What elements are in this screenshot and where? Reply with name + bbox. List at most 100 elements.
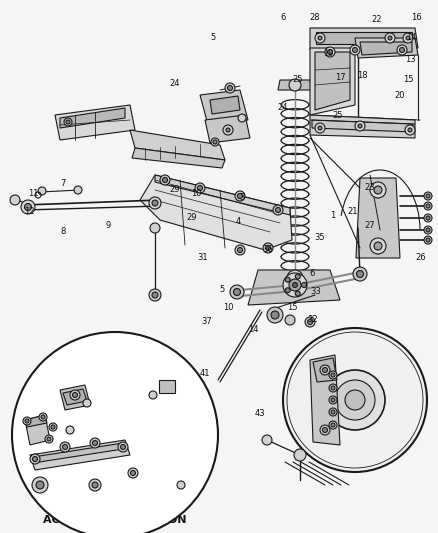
Circle shape — [370, 238, 386, 254]
Circle shape — [41, 415, 45, 419]
Circle shape — [289, 79, 301, 91]
Circle shape — [225, 83, 235, 93]
Circle shape — [305, 317, 315, 327]
Text: 35: 35 — [314, 232, 325, 241]
Circle shape — [267, 307, 283, 323]
Polygon shape — [200, 90, 248, 125]
Circle shape — [89, 479, 101, 491]
Text: 27: 27 — [365, 222, 375, 230]
Circle shape — [329, 371, 337, 379]
Circle shape — [397, 45, 407, 55]
Circle shape — [289, 279, 301, 291]
Polygon shape — [315, 52, 350, 110]
Circle shape — [426, 216, 430, 220]
Circle shape — [322, 427, 328, 432]
Circle shape — [320, 425, 330, 435]
Circle shape — [328, 50, 332, 54]
Text: 31: 31 — [198, 254, 208, 262]
Circle shape — [426, 194, 430, 198]
Text: 21: 21 — [348, 207, 358, 216]
Circle shape — [315, 123, 325, 133]
Polygon shape — [310, 355, 340, 445]
Circle shape — [263, 243, 273, 253]
Polygon shape — [310, 48, 355, 115]
Circle shape — [283, 328, 427, 472]
Circle shape — [408, 128, 412, 132]
Text: 7: 7 — [60, 179, 66, 188]
Circle shape — [198, 185, 202, 190]
Circle shape — [49, 423, 57, 431]
Circle shape — [353, 47, 357, 52]
Polygon shape — [355, 38, 418, 58]
Polygon shape — [130, 130, 225, 160]
Text: 24: 24 — [278, 103, 288, 112]
Text: 23: 23 — [365, 182, 375, 191]
Circle shape — [357, 271, 364, 278]
Circle shape — [426, 238, 430, 242]
Text: 15: 15 — [287, 303, 297, 311]
Circle shape — [10, 195, 20, 205]
Circle shape — [331, 373, 335, 377]
Circle shape — [331, 423, 335, 427]
Circle shape — [350, 45, 360, 55]
Circle shape — [318, 36, 322, 40]
Circle shape — [73, 392, 78, 398]
Circle shape — [63, 445, 67, 449]
Text: 15: 15 — [403, 76, 413, 85]
Circle shape — [405, 125, 415, 135]
Circle shape — [388, 36, 392, 40]
Circle shape — [60, 442, 70, 452]
Circle shape — [331, 410, 335, 414]
Polygon shape — [316, 32, 412, 44]
Text: 42: 42 — [172, 440, 182, 449]
Circle shape — [47, 437, 51, 441]
Circle shape — [325, 370, 385, 430]
Text: 30: 30 — [332, 373, 343, 382]
Polygon shape — [310, 115, 415, 138]
Circle shape — [74, 186, 82, 194]
Polygon shape — [312, 120, 413, 132]
Circle shape — [38, 187, 46, 195]
Circle shape — [370, 182, 386, 198]
Circle shape — [92, 440, 98, 446]
Circle shape — [353, 267, 367, 281]
Text: 6: 6 — [280, 13, 286, 22]
Text: 25: 25 — [333, 110, 343, 119]
Text: 16: 16 — [411, 12, 421, 21]
Circle shape — [235, 245, 245, 255]
Circle shape — [64, 118, 72, 126]
Circle shape — [287, 270, 303, 286]
Circle shape — [227, 85, 233, 91]
Circle shape — [66, 426, 74, 434]
Text: 3: 3 — [239, 193, 245, 203]
Text: 43: 43 — [254, 408, 265, 417]
Polygon shape — [313, 358, 337, 382]
Text: 19: 19 — [323, 49, 333, 58]
Circle shape — [30, 454, 40, 464]
Circle shape — [195, 183, 205, 193]
Circle shape — [355, 121, 365, 131]
Circle shape — [293, 282, 297, 287]
Text: 29: 29 — [170, 185, 180, 195]
Circle shape — [131, 471, 135, 475]
Text: 37: 37 — [201, 317, 212, 326]
Circle shape — [70, 390, 80, 400]
Circle shape — [374, 242, 382, 250]
Text: 5: 5 — [210, 34, 215, 43]
Circle shape — [283, 273, 307, 297]
Text: ACR  SPECIAL  EDITION: ACR SPECIAL EDITION — [43, 515, 187, 525]
Circle shape — [92, 482, 98, 488]
Circle shape — [307, 319, 312, 325]
Circle shape — [385, 33, 395, 43]
Circle shape — [235, 191, 245, 201]
Circle shape — [329, 421, 337, 429]
Circle shape — [36, 481, 44, 489]
Circle shape — [331, 386, 335, 390]
Circle shape — [25, 419, 29, 423]
Text: 10: 10 — [191, 189, 201, 198]
Circle shape — [406, 36, 410, 40]
Text: 36: 36 — [263, 246, 273, 254]
Circle shape — [45, 435, 53, 443]
Polygon shape — [25, 415, 50, 445]
Circle shape — [39, 413, 47, 421]
